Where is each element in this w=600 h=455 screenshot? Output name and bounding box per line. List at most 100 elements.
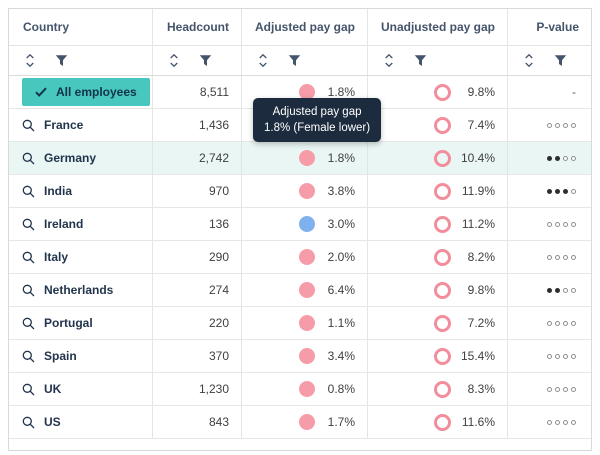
- table-row[interactable]: Italy 290 2.0% 8.2%: [9, 241, 591, 274]
- pvalue-dot: [547, 155, 552, 161]
- filter-icon[interactable]: [288, 54, 301, 67]
- country-cell[interactable]: Germany: [9, 142, 153, 174]
- country-cell[interactable]: Netherlands: [9, 274, 153, 306]
- column-header-adjusted[interactable]: Adjusted pay gap: [242, 9, 368, 45]
- sort-icon[interactable]: [384, 53, 394, 68]
- pvalue-dot: [555, 188, 560, 194]
- adjusted-gap-dot[interactable]: [299, 216, 315, 232]
- table-row[interactable]: UK 1,230 0.8% 8.3%: [9, 373, 591, 406]
- table-row[interactable]: Ireland 136 3.0% 11.2%: [9, 208, 591, 241]
- search-icon[interactable]: [22, 251, 35, 264]
- search-icon[interactable]: [22, 317, 35, 330]
- headcount-cell: 970: [153, 175, 242, 207]
- adjusted-gap-dot[interactable]: [299, 150, 315, 166]
- headcount-value: 290: [208, 250, 229, 264]
- unadjusted-gap-ring[interactable]: [434, 413, 451, 431]
- unadjusted-gap-cell: 8.2%: [368, 241, 508, 273]
- tooltip: Adjusted pay gap 1.8% (Female lower): [253, 98, 382, 142]
- table-row[interactable]: Spain 370 3.4% 15.4%: [9, 340, 591, 373]
- table-row[interactable]: Portugal 220 1.1% 7.2%: [9, 307, 591, 340]
- country-cell[interactable]: Italy: [9, 241, 153, 273]
- adjusted-gap-cell: 1.8%: [242, 142, 368, 174]
- country-name: All employees: [56, 85, 137, 99]
- unadjusted-gap-cell: 11.2%: [368, 208, 508, 240]
- unadjusted-gap-ring[interactable]: [434, 314, 451, 332]
- adjusted-gap-dot[interactable]: [299, 84, 315, 100]
- adjusted-gap-dot[interactable]: [299, 315, 315, 331]
- headcount-cell: 290: [153, 241, 242, 273]
- sort-icon[interactable]: [524, 53, 534, 68]
- country-cell[interactable]: UK: [9, 373, 153, 405]
- header-controls-cell: [153, 46, 242, 75]
- adjusted-gap-value: 6.4%: [327, 283, 355, 297]
- unadjusted-gap-ring[interactable]: [434, 83, 451, 101]
- adjusted-gap-dot[interactable]: [299, 348, 315, 364]
- unadjusted-gap-ring[interactable]: [434, 116, 451, 134]
- search-icon[interactable]: [22, 416, 35, 429]
- pvalue-dot: [563, 188, 568, 194]
- country-cell[interactable]: All employees: [9, 76, 153, 108]
- search-icon[interactable]: [22, 119, 35, 132]
- unadjusted-gap-ring[interactable]: [434, 248, 451, 266]
- pvalue-dot: [547, 221, 552, 227]
- table-row[interactable]: US 843 1.7% 11.6%: [9, 406, 591, 439]
- unadjusted-gap-ring[interactable]: [434, 281, 451, 299]
- column-header-headcount[interactable]: Headcount: [153, 9, 242, 45]
- table-row[interactable]: India 970 3.8% 11.9%: [9, 175, 591, 208]
- table-row[interactable]: Germany 2,742 1.8% 10.4%: [9, 142, 591, 175]
- unadjusted-gap-ring[interactable]: [434, 149, 451, 167]
- column-header-pvalue[interactable]: P-value: [508, 9, 591, 45]
- country-cell[interactable]: India: [9, 175, 153, 207]
- search-icon[interactable]: [22, 218, 35, 231]
- adjusted-gap-dot[interactable]: [299, 381, 315, 397]
- table-row[interactable]: Netherlands 274 6.4% 9.8%: [9, 274, 591, 307]
- sort-icon[interactable]: [25, 53, 35, 68]
- adjusted-gap-cell: 6.4%: [242, 274, 368, 306]
- column-label: Adjusted pay gap: [254, 20, 355, 34]
- unadjusted-gap-ring[interactable]: [434, 215, 451, 233]
- country-cell[interactable]: Spain: [9, 340, 153, 372]
- search-icon[interactable]: [22, 350, 35, 363]
- search-icon[interactable]: [22, 383, 35, 396]
- pvalue-dot: [547, 320, 552, 326]
- pvalue-dot: [563, 353, 568, 359]
- country-cell[interactable]: France: [9, 109, 153, 141]
- adjusted-gap-dot[interactable]: [299, 183, 315, 199]
- pvalue-dot: [571, 419, 576, 425]
- unadjusted-gap-ring[interactable]: [434, 347, 451, 365]
- country-cell[interactable]: Portugal: [9, 307, 153, 339]
- adjusted-gap-dot[interactable]: [299, 249, 315, 265]
- pvalue-dot: [571, 188, 576, 194]
- country-cell[interactable]: Ireland: [9, 208, 153, 240]
- selected-country-badge[interactable]: All employees: [22, 78, 150, 106]
- filter-icon[interactable]: [554, 54, 567, 67]
- pvalue-dot: [571, 221, 576, 227]
- sort-icon[interactable]: [258, 53, 268, 68]
- search-icon[interactable]: [22, 152, 35, 165]
- search-icon[interactable]: [22, 185, 35, 198]
- column-label: Unadjusted pay gap: [380, 20, 495, 34]
- unadjusted-gap-ring[interactable]: [434, 380, 451, 398]
- pvalue-dot: [555, 386, 560, 392]
- adjusted-gap-dot[interactable]: [299, 282, 315, 298]
- country-name: Spain: [44, 349, 77, 363]
- filter-icon[interactable]: [199, 54, 212, 67]
- filter-icon[interactable]: [414, 54, 427, 67]
- sort-icon[interactable]: [169, 53, 179, 68]
- search-icon[interactable]: [22, 284, 35, 297]
- unadjusted-gap-value: 11.6%: [461, 415, 495, 429]
- headcount-cell: 8,511: [153, 76, 242, 108]
- unadjusted-gap-cell: 7.4%: [368, 109, 508, 141]
- table-row[interactable]: All employees 8,511 1.8% 9.8% -: [9, 76, 591, 109]
- pvalue-dot: [547, 188, 552, 194]
- headcount-cell: 220: [153, 307, 242, 339]
- adjusted-gap-dot[interactable]: [299, 414, 315, 430]
- filter-icon[interactable]: [55, 54, 68, 67]
- headcount-cell: 843: [153, 406, 242, 438]
- country-cell[interactable]: US: [9, 406, 153, 438]
- unadjusted-gap-cell: 9.8%: [368, 274, 508, 306]
- adjusted-gap-value: 3.8%: [327, 184, 355, 198]
- unadjusted-gap-ring[interactable]: [434, 182, 451, 200]
- column-header-country[interactable]: Country: [9, 9, 153, 45]
- column-header-unadjusted[interactable]: Unadjusted pay gap: [368, 9, 508, 45]
